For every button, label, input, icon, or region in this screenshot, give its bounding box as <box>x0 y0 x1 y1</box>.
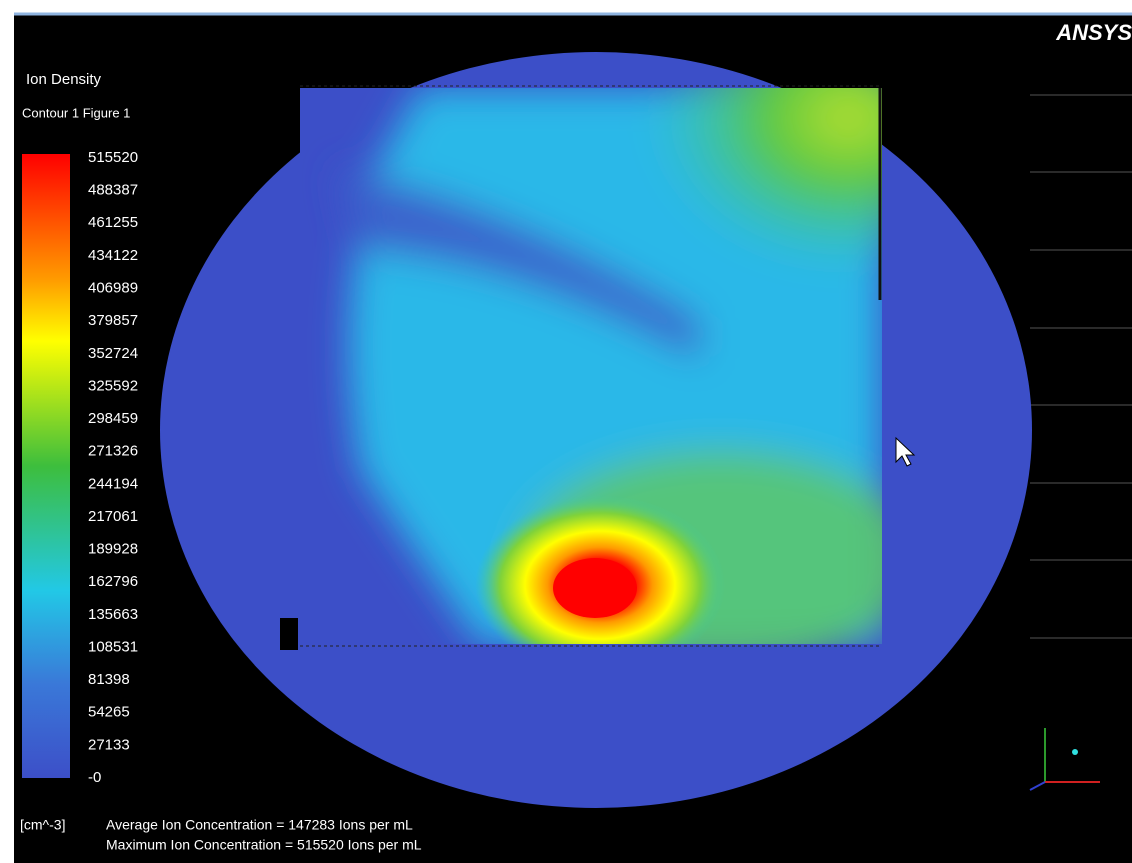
colorbar-label: 461255 <box>88 214 138 231</box>
colorbar-label: 189928 <box>88 541 138 558</box>
colorbar-label: 162796 <box>88 573 138 590</box>
legend-title: Ion Density <box>26 71 102 88</box>
contour-field <box>300 40 950 675</box>
colorbar-label: 515520 <box>88 149 138 166</box>
unit-label: [cm^-3] <box>20 817 65 833</box>
colorbar-label: 434122 <box>88 247 138 264</box>
colorbar-label: 352724 <box>88 345 138 362</box>
colorbar-label: 406989 <box>88 279 138 296</box>
colorbar-label: 488387 <box>88 182 138 199</box>
colorbar-label: 298459 <box>88 410 138 427</box>
colorbar-label: 108531 <box>88 638 138 655</box>
colorbar-label: 54265 <box>88 704 130 721</box>
colorbar-label: 217061 <box>88 508 138 525</box>
clamp <box>280 618 298 650</box>
colorbar-label: 325592 <box>88 377 138 394</box>
colorbar-label: 135663 <box>88 606 138 623</box>
legend-subtitle: Contour 1 Figure 1 <box>22 105 130 120</box>
colorbar-label: 271326 <box>88 443 138 460</box>
clamp <box>280 80 298 112</box>
colorbar-label: 379857 <box>88 312 138 329</box>
colorbar-label: 244194 <box>88 475 138 492</box>
footer-line: Maximum Ion Concentration = 515520 Ions … <box>106 837 422 853</box>
footer-line: Average Ion Concentration = 147283 Ions … <box>106 817 413 833</box>
colorbar-label: 81398 <box>88 671 130 688</box>
colorbar <box>22 154 70 778</box>
logo: ANSYS <box>1055 20 1132 45</box>
colorbar-label: 27133 <box>88 736 130 753</box>
colorbar-label: -0 <box>88 769 101 786</box>
